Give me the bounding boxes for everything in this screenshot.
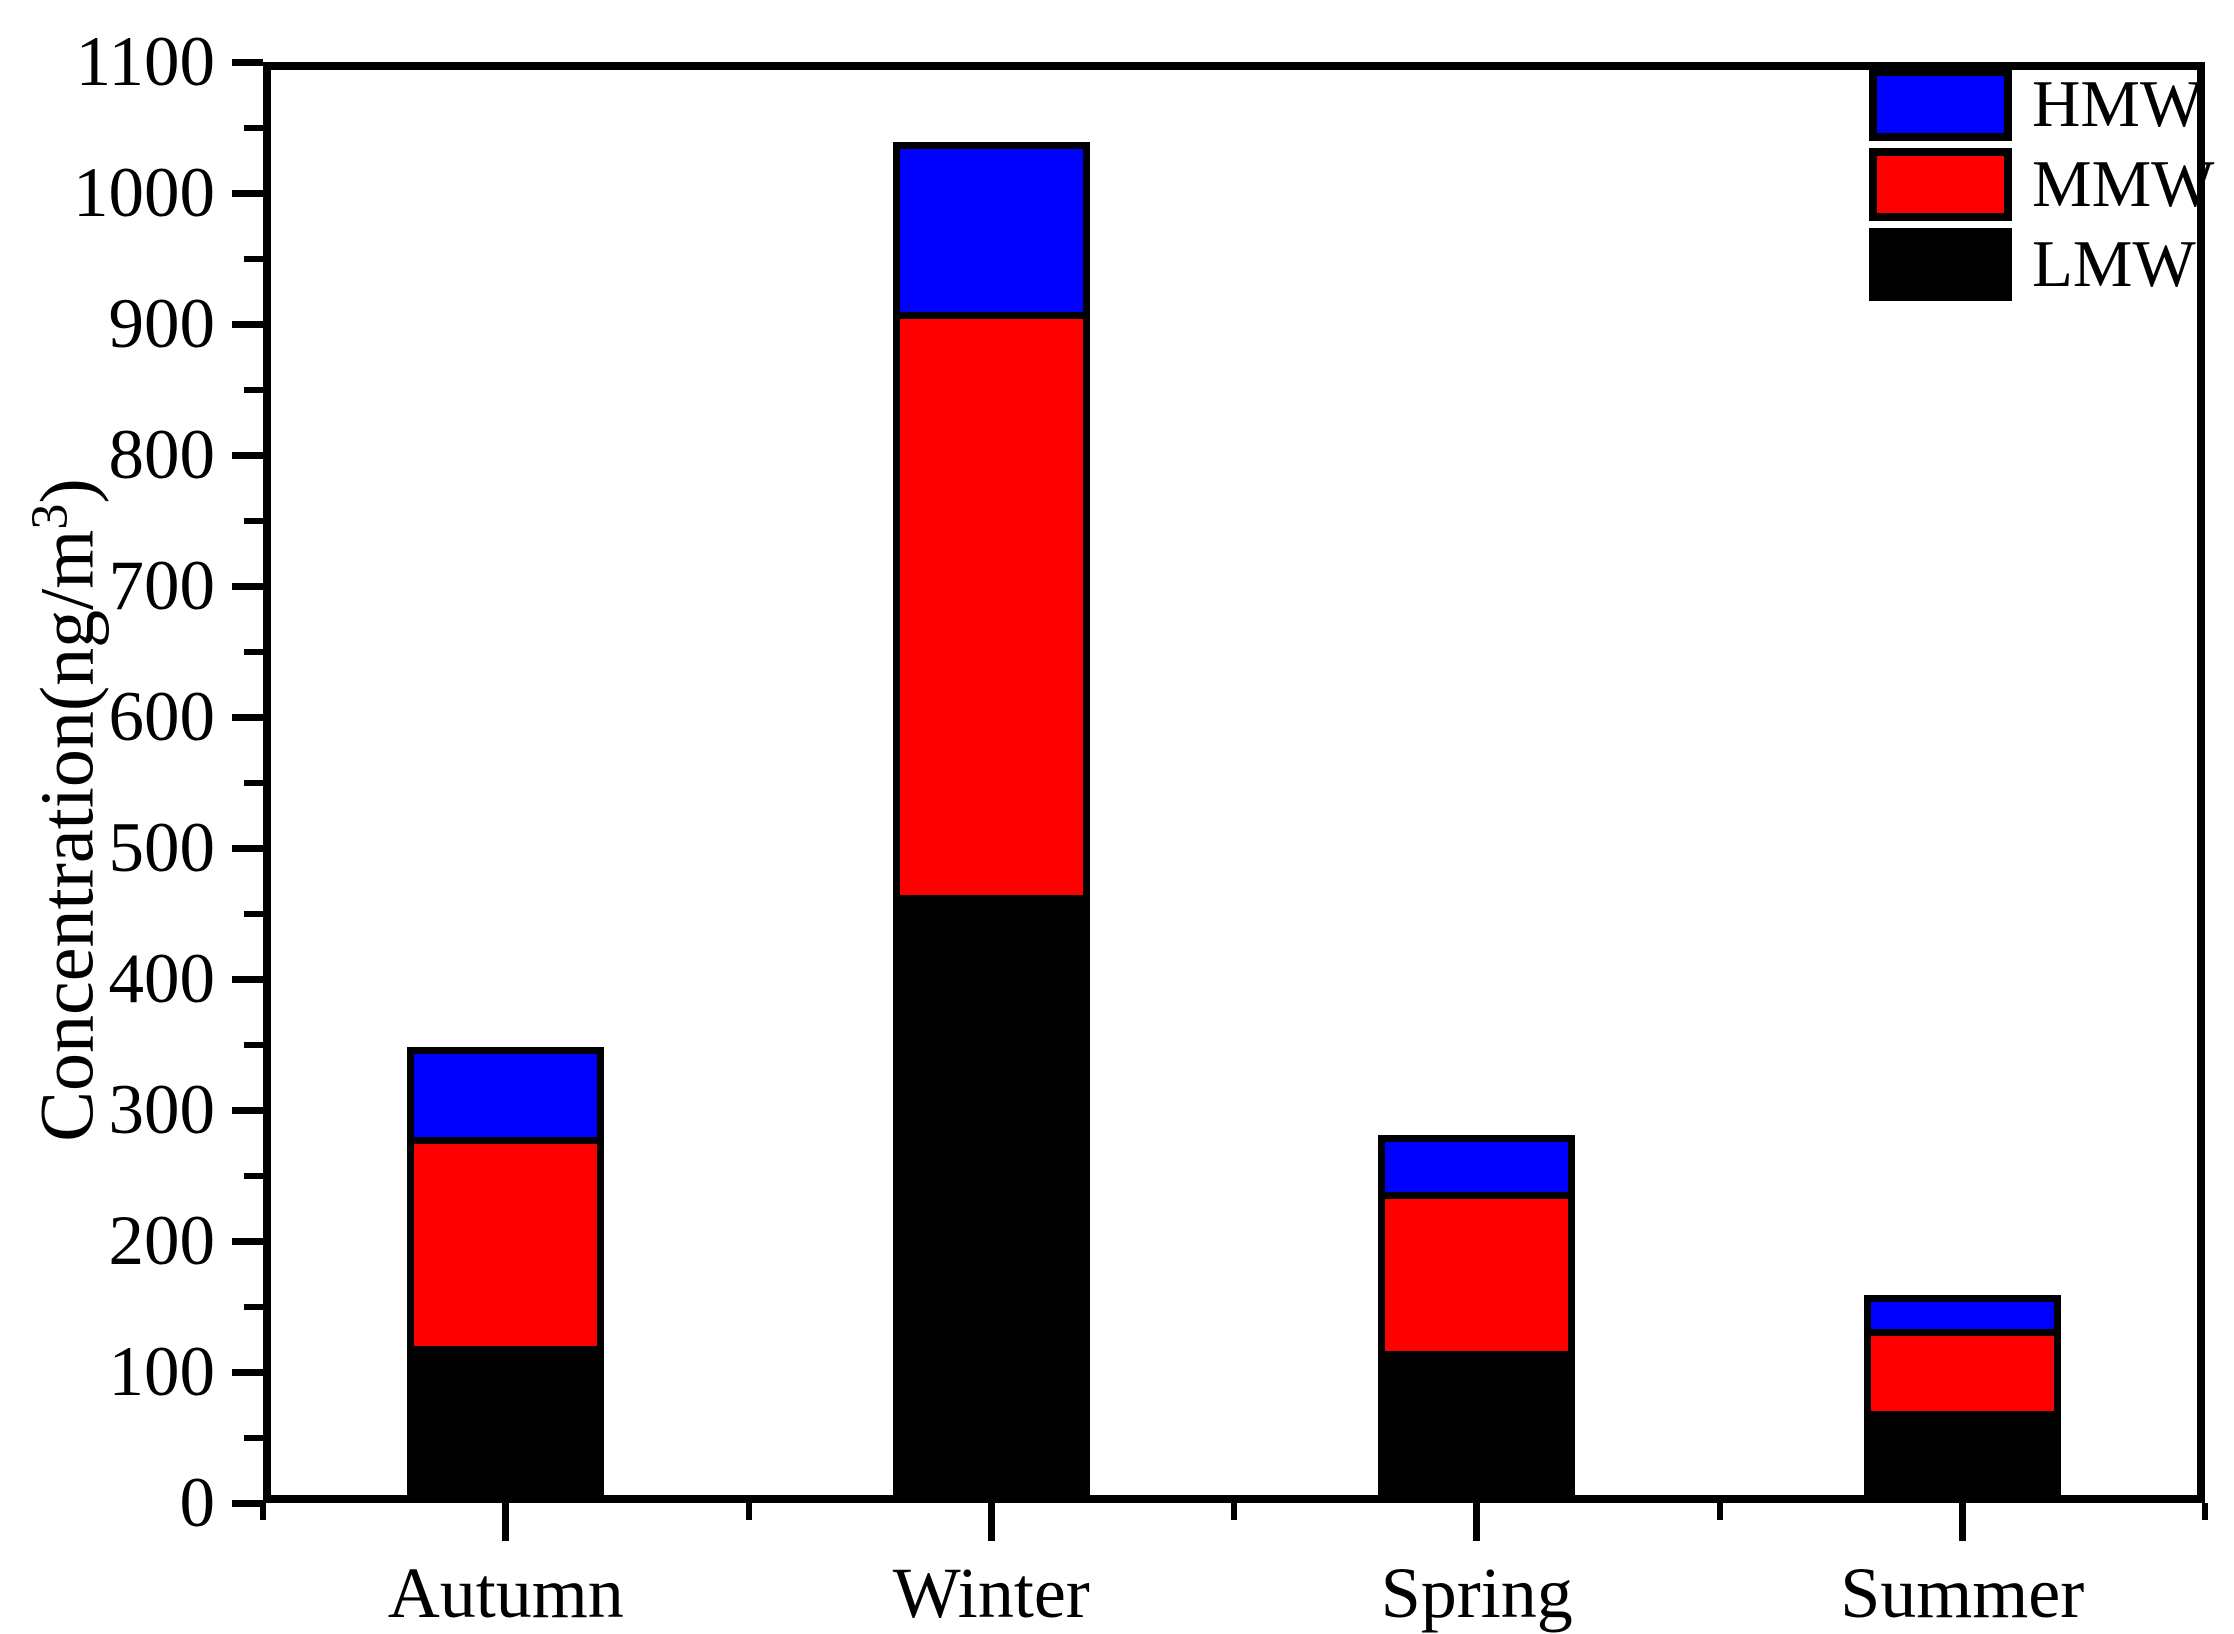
y-tick-label: 800	[108, 416, 216, 494]
stacked-bar-winter	[892, 141, 1090, 1495]
legend-label: MMW	[2032, 147, 2215, 221]
bar-segment-hmw-spring	[1378, 1134, 1576, 1193]
x-minor-tick	[745, 1503, 752, 1520]
bar-segment-lmw-summer	[1863, 1411, 2061, 1495]
legend-row-mmw: MMW	[1869, 148, 2214, 221]
y-major-tick	[232, 844, 263, 852]
bar-segment-mmw-spring	[1378, 1192, 1576, 1351]
y-minor-tick	[244, 1041, 263, 1048]
y-minor-tick	[244, 648, 263, 655]
legend-swatch-mmw	[1869, 148, 2012, 221]
y-major-tick	[232, 1237, 263, 1245]
plot-area: HMW MMW LMW	[263, 62, 2214, 1503]
x-tick-label: Winter	[892, 1553, 1090, 1633]
y-minor-tick	[244, 124, 263, 131]
legend-swatch-lmw	[1869, 228, 2012, 301]
bar-segment-lmw-autumn	[407, 1345, 605, 1495]
legend-row-lmw: LMW	[1869, 228, 2214, 301]
y-tick-label: 900	[108, 285, 216, 363]
bar-segment-mmw-winter	[892, 312, 1090, 896]
y-major-tick	[232, 58, 263, 66]
x-minor-tick	[260, 1503, 266, 1520]
y-tick-label: 100	[108, 1333, 216, 1411]
x-major-tick	[987, 1503, 995, 1541]
y-major-tick	[232, 320, 263, 328]
y-minor-tick	[244, 1172, 263, 1179]
y-axis-title-superscript: 3	[21, 503, 79, 530]
x-tick-label: Spring	[1380, 1553, 1573, 1633]
y-minor-tick	[244, 1303, 263, 1310]
x-minor-tick	[2202, 1503, 2208, 1520]
y-major-tick	[232, 1368, 263, 1376]
y-minor-tick	[244, 386, 263, 393]
y-major-tick	[232, 451, 263, 459]
y-major-tick	[232, 1106, 263, 1114]
bar-segment-hmw-autumn	[407, 1047, 605, 1138]
stacked-bar-spring	[1378, 1134, 1576, 1495]
y-major-tick	[232, 713, 263, 721]
y-minor-tick	[244, 779, 263, 786]
y-minor-tick	[244, 255, 263, 262]
y-major-tick	[232, 582, 263, 590]
x-tick-label: Summer	[1840, 1553, 2085, 1633]
y-tick-label: 600	[108, 678, 216, 756]
x-major-tick	[1958, 1503, 1966, 1541]
legend-swatch-hmw	[1869, 68, 2012, 141]
y-minor-tick	[244, 910, 263, 917]
x-tick-label: Autumn	[387, 1553, 624, 1633]
legend-label: HMW	[2032, 67, 2204, 141]
x-major-tick	[502, 1503, 510, 1541]
bar-segment-lmw-spring	[1378, 1350, 1576, 1495]
bar-segment-lmw-winter	[892, 895, 1090, 1495]
y-minor-tick	[244, 517, 263, 524]
legend: HMW MMW LMW	[1869, 68, 2214, 308]
y-major-tick	[232, 1499, 263, 1507]
y-tick-label: 1000	[73, 154, 215, 232]
legend-row-hmw: HMW	[1869, 68, 2214, 141]
stacked-bar-summer	[1863, 1294, 2061, 1495]
y-tick-label: 0	[179, 1464, 216, 1542]
legend-label: LMW	[2032, 227, 2196, 301]
bar-segment-mmw-summer	[1863, 1328, 2061, 1412]
y-tick-label: 1100	[75, 23, 215, 101]
bar-segment-hmw-summer	[1863, 1294, 2061, 1329]
y-minor-tick	[244, 1434, 263, 1441]
stacked-bar-autumn	[407, 1047, 605, 1495]
bar-segment-mmw-autumn	[407, 1137, 605, 1346]
x-minor-tick	[1716, 1503, 1723, 1520]
y-tick-label: 300	[108, 1071, 216, 1149]
x-major-tick	[1473, 1503, 1481, 1541]
y-tick-label: 400	[108, 940, 216, 1018]
x-minor-tick	[1231, 1503, 1237, 1520]
y-tick-label: 200	[108, 1202, 216, 1280]
y-tick-label: 500	[108, 809, 216, 887]
y-major-tick	[232, 189, 263, 197]
y-major-tick	[232, 975, 263, 983]
bar-segment-hmw-winter	[892, 141, 1090, 313]
y-tick-label: 700	[108, 547, 216, 625]
